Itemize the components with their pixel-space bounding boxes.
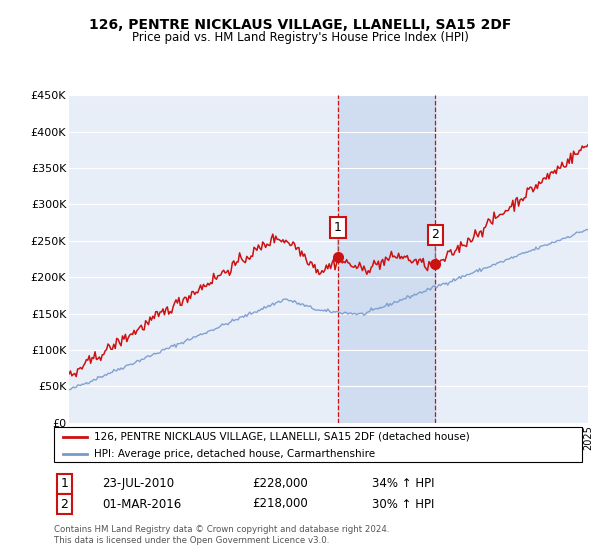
- Text: 34% ↑ HPI: 34% ↑ HPI: [372, 477, 434, 491]
- Text: Price paid vs. HM Land Registry's House Price Index (HPI): Price paid vs. HM Land Registry's House …: [131, 31, 469, 44]
- Text: £228,000: £228,000: [252, 477, 308, 491]
- Text: 1: 1: [60, 477, 68, 491]
- Text: 2: 2: [431, 228, 439, 241]
- Text: 1: 1: [334, 221, 342, 234]
- Text: 126, PENTRE NICKLAUS VILLAGE, LLANELLI, SA15 2DF (detached house): 126, PENTRE NICKLAUS VILLAGE, LLANELLI, …: [94, 432, 470, 442]
- Text: 30% ↑ HPI: 30% ↑ HPI: [372, 497, 434, 511]
- Text: 126, PENTRE NICKLAUS VILLAGE, LLANELLI, SA15 2DF: 126, PENTRE NICKLAUS VILLAGE, LLANELLI, …: [89, 18, 511, 32]
- Bar: [338, 95, 435, 423]
- Text: Contains HM Land Registry data © Crown copyright and database right 2024.
This d: Contains HM Land Registry data © Crown c…: [54, 525, 389, 545]
- Text: 23-JUL-2010: 23-JUL-2010: [102, 477, 174, 491]
- Text: HPI: Average price, detached house, Carmarthenshire: HPI: Average price, detached house, Carm…: [94, 449, 376, 459]
- Text: 01-MAR-2016: 01-MAR-2016: [102, 497, 181, 511]
- Text: 2: 2: [60, 497, 68, 511]
- Text: £218,000: £218,000: [252, 497, 308, 511]
